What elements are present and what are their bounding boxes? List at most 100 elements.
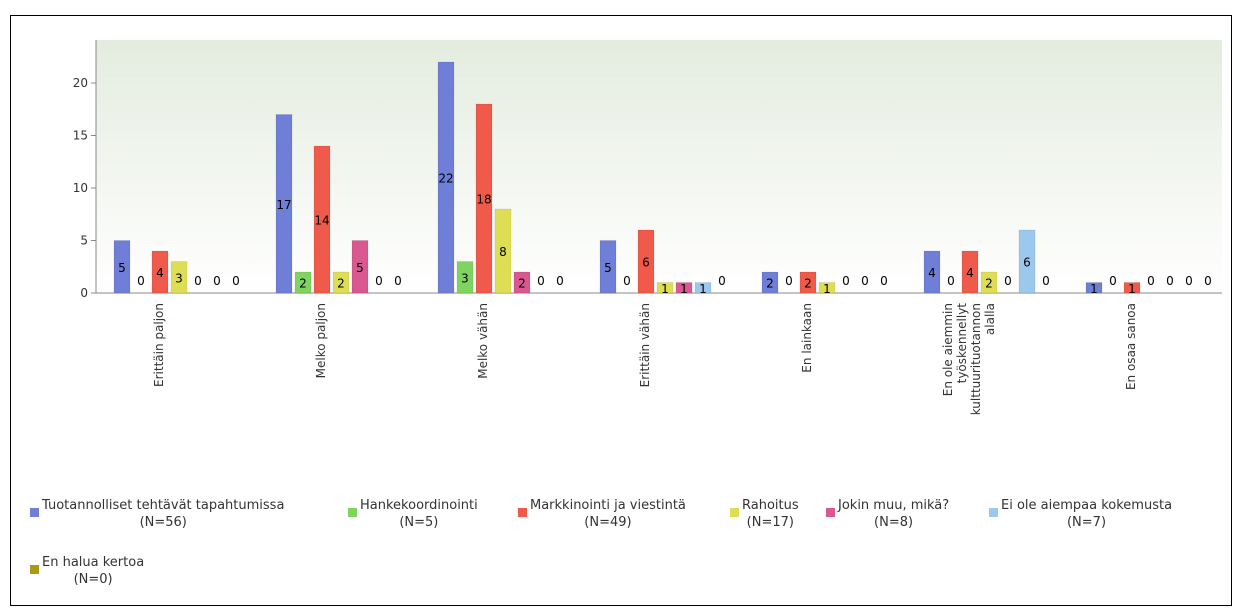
bar <box>656 282 674 294</box>
bar-value-label: 2 <box>337 277 345 291</box>
bar-value-label: 0 <box>232 274 240 288</box>
bar <box>1123 282 1141 294</box>
plot-area <box>96 40 1222 293</box>
bar-value-label: 4 <box>928 266 936 280</box>
legend-item: Tuotannolliset tehtävät tapahtumissa (N=5… <box>30 497 336 537</box>
y-tick-label: 0 <box>80 286 88 300</box>
bar <box>961 250 979 294</box>
bar <box>1085 282 1103 294</box>
bar-value-label: 5 <box>356 261 364 275</box>
bar <box>494 208 512 294</box>
bar-value-label: 1 <box>699 282 707 296</box>
bar <box>332 271 350 294</box>
bar <box>170 261 188 294</box>
bar <box>513 271 531 294</box>
bar-value-label: 0 <box>1004 274 1012 288</box>
legend-series-name: Hankekoordinointi <box>360 498 478 513</box>
legend-label: Rahoitus (N=17) <box>742 497 799 531</box>
legend-swatch <box>518 508 527 517</box>
bar-value-label: 2 <box>985 277 993 291</box>
legend-item: Ei ole aiempaa kokemusta (N=7) <box>989 497 1219 537</box>
bar-value-label: 5 <box>604 261 612 275</box>
y-tick-label: 20 <box>73 76 88 90</box>
bar <box>980 271 998 294</box>
bar-value-label: 0 <box>842 274 850 288</box>
legend-label: Tuotannolliset tehtävät tapahtumissa (N=5… <box>42 497 284 531</box>
legend-series-count: (N=0) <box>73 572 113 587</box>
legend-series-name: Rahoitus <box>742 498 799 513</box>
legend-swatch <box>730 508 739 517</box>
bar-value-label: 1 <box>680 282 688 296</box>
bar <box>313 145 331 294</box>
bar-value-label: 0 <box>947 274 955 288</box>
legend-series-name: Markkinointi ja viestintä <box>530 498 686 513</box>
bar-value-label: 0 <box>137 274 145 288</box>
bar-value-label: 4 <box>966 266 974 280</box>
bar <box>437 61 455 294</box>
legend-series-name: En halua kertoa <box>42 555 145 570</box>
bar-value-label: 4 <box>156 266 164 280</box>
legend-item: Markkinointi ja viestintä (N=49) <box>518 497 718 537</box>
x-category-label: En ole aiemmintyöskennellytkulttuurituot… <box>941 303 997 416</box>
bar <box>475 103 493 294</box>
bar-value-label: 6 <box>1023 256 1031 270</box>
legend-item: En halua kertoa (N=0) <box>30 554 170 594</box>
legend-series-count: (N=7) <box>1066 515 1107 530</box>
bar-value-label: 18 <box>476 193 491 207</box>
bar-value-label: 2 <box>804 277 812 291</box>
bar-value-label: 0 <box>718 274 726 288</box>
bar-value-label: 0 <box>1042 274 1050 288</box>
bar <box>761 271 779 294</box>
bar-value-label: 0 <box>556 274 564 288</box>
legend-series-count: (N=5) <box>399 515 439 530</box>
legend-label: Hankekoordinointi (N=5) <box>360 497 478 531</box>
legend-swatch <box>30 565 39 574</box>
legend-series-name: Ei ole aiempaa kokemusta <box>1001 498 1173 513</box>
legend-series-name: Tuotannolliset tehtävät tapahtumissa <box>42 498 285 513</box>
bar-value-label: 5 <box>118 261 126 275</box>
bar-value-label: 14 <box>314 214 329 228</box>
x-category-label: En lainkaan <box>800 303 814 373</box>
bar-value-label: 0 <box>785 274 793 288</box>
bar-value-label: 1 <box>1128 282 1136 296</box>
bar-value-label: 1 <box>1090 282 1098 296</box>
x-category-label: Erittäin vähän <box>638 303 652 387</box>
bar <box>599 240 617 294</box>
legend-swatch <box>30 508 39 517</box>
legend-item: Hankekoordinointi (N=5) <box>348 497 506 537</box>
bar-value-label: 2 <box>299 277 307 291</box>
bar <box>151 250 169 294</box>
y-tick-label: 10 <box>73 181 88 195</box>
legend-series-name: Jokin muu, mikä? <box>838 498 950 513</box>
legend-swatch <box>989 508 998 517</box>
legend-swatch <box>826 508 835 517</box>
legend-label: Markkinointi ja viestintä (N=49) <box>530 497 686 531</box>
legend-label: Jokin muu, mikä? (N=8) <box>838 497 949 531</box>
bar <box>351 240 369 294</box>
legend-series-count: (N=8) <box>874 515 914 530</box>
bar <box>294 271 312 294</box>
bar-value-label: 0 <box>1185 274 1193 288</box>
legend-series-count: (N=49) <box>584 515 632 530</box>
bar-value-label: 6 <box>642 256 650 270</box>
legend-series-count: (N=17) <box>746 515 794 530</box>
bar-value-label: 2 <box>766 277 774 291</box>
bar-value-label: 2 <box>518 277 526 291</box>
bar-value-label: 0 <box>880 274 888 288</box>
bar <box>818 282 836 294</box>
bar-value-label: 0 <box>537 274 545 288</box>
bar-value-label: 8 <box>499 245 507 259</box>
bar-value-label: 0 <box>623 274 631 288</box>
bar-value-label: 1 <box>823 282 831 296</box>
bar-value-label: 17 <box>276 198 291 212</box>
bar <box>275 114 293 294</box>
bar <box>456 261 474 294</box>
bar <box>113 240 131 294</box>
bar-value-label: 0 <box>1147 274 1155 288</box>
bar <box>694 282 712 294</box>
bar-value-label: 0 <box>861 274 869 288</box>
bar-value-label: 0 <box>1109 274 1117 288</box>
bar <box>637 229 655 294</box>
y-tick-label: 5 <box>80 234 88 248</box>
